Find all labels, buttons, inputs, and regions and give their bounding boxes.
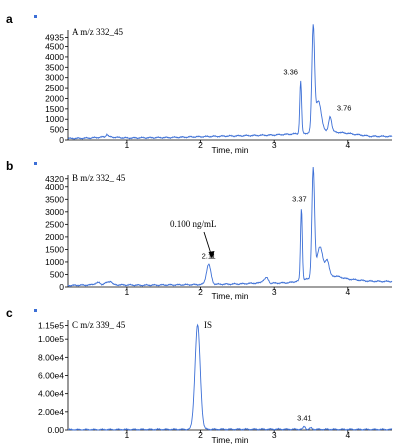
x-tick-label: 2 [198, 287, 203, 297]
y-tick-label: 2500 [45, 83, 64, 93]
y-tick-label: 2000 [45, 93, 64, 103]
y-tick-label: 4000 [45, 182, 64, 192]
panel-a-x-axis-label: Time, min [212, 145, 249, 155]
peak-retention-label: 3.36 [283, 68, 298, 77]
peak-retention-label: 2.11 [202, 251, 216, 260]
panel-a: a A m/z 332_45 0500100015002000250030003… [6, 12, 393, 155]
panel-c-x-axis-label: Time, min [212, 435, 249, 445]
x-tick-label: 2 [198, 140, 203, 150]
y-tick-label: 4500 [45, 42, 64, 52]
x-tick-label: 4 [345, 287, 350, 297]
y-tick-label: 4320 [45, 174, 64, 184]
panel-b-title: B m/z 332_ 45 [72, 173, 126, 183]
y-tick-label: 1500 [45, 104, 64, 114]
panel-c: c C m/z 339_ 45 0.00 2.00e4 4.00e4 6.00e4 8.… [6, 306, 393, 445]
y-tick-label: 1000 [45, 114, 64, 124]
panel-b: b B m/z 332_ 45 0 500 1000 1500 2000 2500 3000… [6, 159, 393, 301]
panel-c-trace [67, 323, 393, 431]
peak-retention-label: 3.37 [292, 195, 307, 204]
panel-b-marker [34, 162, 37, 165]
y-tick-label: 0.00 [47, 425, 64, 435]
y-tick-label: 3000 [45, 73, 64, 83]
panel-c-marker [34, 309, 37, 312]
panel-b-trace [67, 167, 393, 288]
x-tick-label: 1 [125, 287, 130, 297]
y-tick-label: 8.00e4 [38, 352, 64, 362]
panel-a-title: A m/z 332_45 [72, 27, 123, 37]
y-tick-label: 0 [59, 135, 64, 145]
panel-b-x-axis-label: Time, min [212, 291, 249, 301]
y-tick-label: 1.00e5 [38, 334, 64, 344]
panel-c-is-annotation: IS [204, 320, 212, 330]
y-tick-label: 1000 [45, 257, 64, 267]
y-tick-label: 2.00e4 [38, 407, 64, 417]
panel-c-label: c [6, 306, 13, 320]
y-tick-label: 1500 [45, 244, 64, 254]
y-tick-label: 4000 [45, 52, 64, 62]
y-tick-label: 500 [50, 125, 64, 135]
x-tick-label: 3 [272, 287, 277, 297]
panel-a-label: a [6, 12, 13, 26]
y-tick-label: 3000 [45, 207, 64, 217]
y-tick-label: 2500 [45, 219, 64, 229]
y-tick-label: 6.00e4 [38, 371, 64, 381]
x-tick-label: 3 [272, 140, 277, 150]
panel-c-title: C m/z 339_ 45 [72, 320, 126, 330]
x-tick-label: 4 [345, 140, 350, 150]
y-tick-label: 3500 [45, 194, 64, 204]
panel-b-concentration-annotation: 0.100 ng/mL [170, 219, 217, 229]
x-tick-label: 1 [125, 140, 130, 150]
y-tick-label: 3500 [45, 62, 64, 72]
x-tick-label: 3 [272, 430, 277, 440]
x-tick-label: 2 [198, 430, 203, 440]
peak-retention-label: 3.41 [297, 413, 312, 422]
y-tick-label: 2000 [45, 232, 64, 242]
y-tick-label: 0 [59, 282, 64, 292]
y-tick-label: 1.15e5 [38, 321, 64, 331]
panel-a-marker [34, 15, 37, 18]
panel-a-trace [67, 24, 393, 140]
x-tick-label: 1 [125, 430, 130, 440]
y-tick-label: 500 [50, 269, 64, 279]
peak-retention-label: 3.76 [337, 103, 352, 112]
x-tick-label: 4 [345, 430, 350, 440]
panel-b-annotation-arrowhead [208, 251, 215, 259]
y-tick-label: 4935 [45, 33, 64, 43]
panel-b-label: b [6, 159, 13, 173]
y-tick-label: 4.00e4 [38, 389, 64, 399]
